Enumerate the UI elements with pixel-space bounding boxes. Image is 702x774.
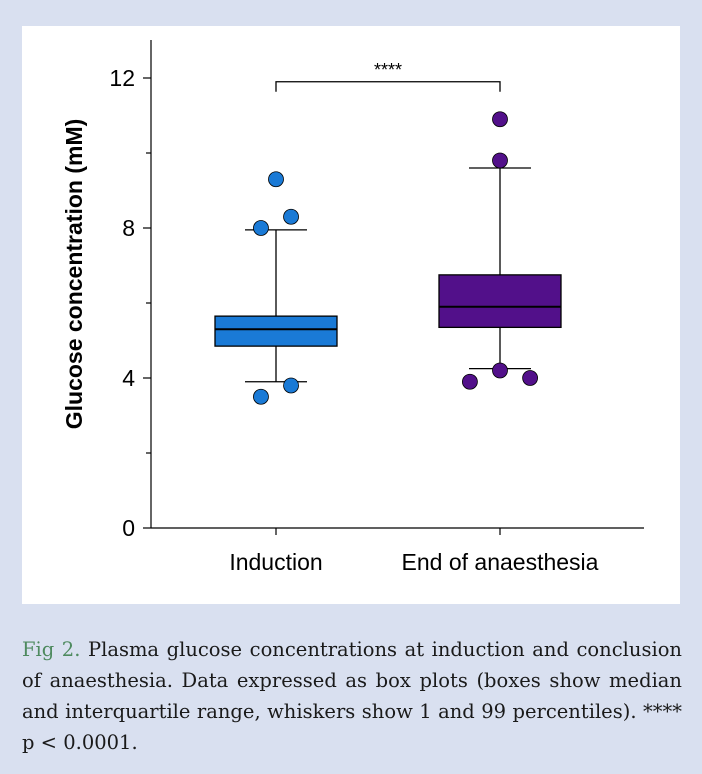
y-tick-label: 4 — [122, 365, 135, 391]
chart-panel: 0 4 8 12 Glucose concentration (mM) Induction… — [22, 26, 680, 604]
box-iqr — [438, 274, 562, 329]
significance-bracket — [275, 81, 501, 92]
outlier-point — [253, 220, 269, 236]
outlier-point — [492, 111, 508, 128]
outlier-point — [253, 388, 269, 405]
outlier-point — [522, 370, 539, 386]
outlier-point — [492, 152, 508, 169]
caption-text: Plasma glucose concentrations at inducti… — [22, 638, 682, 754]
outlier-point — [283, 377, 299, 394]
y-tick-label: 12 — [109, 65, 135, 91]
outlier-point — [492, 362, 508, 379]
y-tick-label: 0 — [122, 515, 135, 541]
y-axis-label: Glucose concentration (mM) — [61, 119, 87, 430]
figure-caption: Fig 2. Plasma glucose concentrations at … — [22, 634, 682, 758]
box-iqr — [214, 315, 338, 347]
outlier-point — [268, 171, 284, 188]
figure-label: Fig 2. — [22, 638, 81, 661]
box-plot-chart: 0 4 8 12 Glucose concentration (mM) Induction… — [61, 40, 644, 575]
x-tick-label: End of anaesthesia — [402, 549, 599, 575]
outlier-point — [283, 208, 299, 225]
y-tick-label: 8 — [122, 215, 135, 241]
x-tick-label: Induction — [229, 549, 322, 575]
outlier-point — [461, 373, 478, 390]
significance-label: **** — [374, 60, 402, 80]
